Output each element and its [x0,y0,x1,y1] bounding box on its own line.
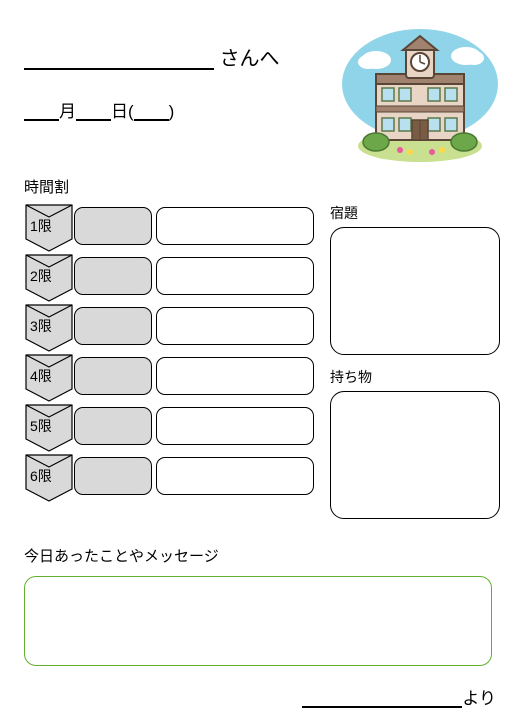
period-row: 6限 [24,453,314,501]
homework-title: 宿題 [330,203,500,223]
message-title: 今日あったことやメッセージ [24,545,500,566]
period-subject-box[interactable] [74,257,152,295]
period-subject-box[interactable] [74,307,152,345]
period-subject-box[interactable] [74,457,152,495]
name-blank[interactable] [24,50,214,70]
belongings-box[interactable] [330,391,500,519]
period-detail-box[interactable] [156,357,314,395]
date-line: 月 日( ) [24,97,336,122]
month-label: 月 [59,102,76,121]
timetable-column: 1限 2限 3限 4限 5限 6限 [24,203,314,519]
period-detail-box[interactable] [156,457,314,495]
dow-blank[interactable] [134,104,169,121]
from-line: より [24,684,500,709]
period-label: 3限 [30,316,52,336]
period-detail-box[interactable] [156,407,314,445]
day-blank[interactable] [76,104,111,121]
day-label: 日( [111,102,134,121]
period-row: 5限 [24,403,314,451]
header: さんへ 月 日( ) [24,24,500,164]
from-suffix: より [462,689,496,708]
period-detail-box[interactable] [156,257,314,295]
name-line: さんへ [24,42,336,71]
period-label: 5限 [30,416,52,436]
period-label: 1限 [30,216,52,236]
timetable-title: 時間割 [24,176,500,197]
month-blank[interactable] [24,104,59,121]
period-detail-box[interactable] [156,307,314,345]
belongings-title: 持ち物 [330,367,500,387]
day-close: ) [169,102,175,121]
content-columns: 1限 2限 3限 4限 5限 6限 宿題 持ち物 [24,203,500,519]
period-row: 1限 [24,203,314,251]
period-subject-box[interactable] [74,207,152,245]
period-subject-box[interactable] [74,407,152,445]
period-row: 3限 [24,303,314,351]
from-blank[interactable] [302,691,462,708]
period-label: 2限 [30,266,52,286]
homework-box[interactable] [330,227,500,355]
period-label: 6限 [30,466,52,486]
period-row: 4限 [24,353,314,401]
period-row: 2限 [24,253,314,301]
side-column: 宿題 持ち物 [330,203,500,519]
period-subject-box[interactable] [74,357,152,395]
message-box[interactable] [24,576,492,666]
period-label: 4限 [30,366,52,386]
period-detail-box[interactable] [156,207,314,245]
school-illustration [340,24,500,164]
name-suffix: さんへ [220,48,280,70]
header-left: さんへ 月 日( ) [24,24,336,122]
